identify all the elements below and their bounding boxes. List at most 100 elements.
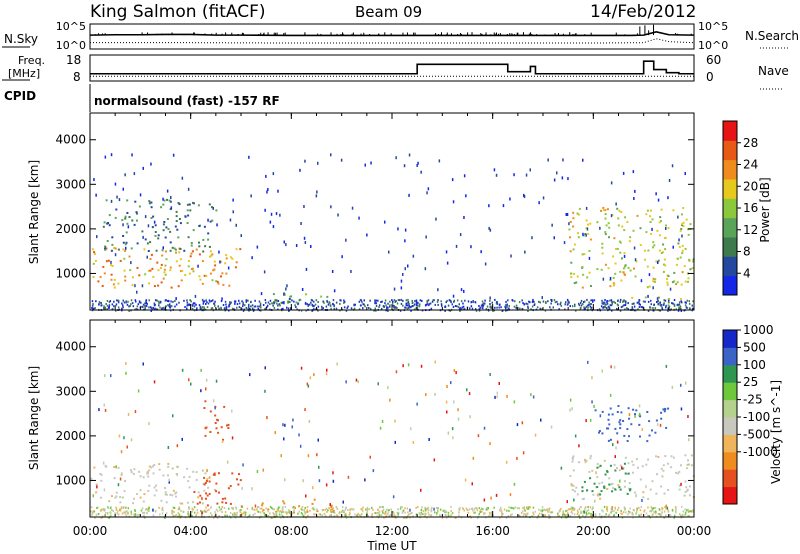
echo-cell bbox=[588, 301, 590, 304]
echo-cell bbox=[457, 408, 459, 412]
echo-cell bbox=[195, 515, 197, 518]
echo-cell bbox=[402, 304, 404, 307]
echo-cell bbox=[316, 308, 318, 311]
echo-cell bbox=[524, 509, 526, 512]
echo-cell bbox=[624, 508, 626, 511]
echo-cell bbox=[604, 299, 606, 301]
echo-cell bbox=[553, 178, 556, 182]
echo-cell bbox=[382, 510, 384, 513]
echo-cell bbox=[384, 510, 387, 513]
echo-cell bbox=[295, 301, 298, 304]
echo-cell bbox=[103, 307, 105, 310]
echo-cell bbox=[669, 514, 672, 517]
echo-cell bbox=[571, 456, 574, 459]
echo-cell bbox=[571, 489, 574, 491]
echo-cell bbox=[677, 309, 680, 312]
echo-cell bbox=[134, 284, 136, 288]
echo-cell bbox=[553, 299, 556, 302]
echo-cell bbox=[232, 210, 234, 214]
velocity-y-title: Slant Range [km] bbox=[27, 366, 41, 470]
echo-cell bbox=[645, 512, 648, 515]
echo-cell bbox=[251, 508, 254, 511]
echo-cell bbox=[605, 513, 607, 516]
date-label: 14/Feb/2012 bbox=[590, 2, 696, 22]
echo-cell bbox=[166, 189, 169, 193]
echo-cell bbox=[577, 213, 580, 216]
echo-cell bbox=[626, 440, 629, 442]
echo-cell bbox=[644, 509, 646, 512]
echo-cell bbox=[220, 275, 222, 278]
echo-cell bbox=[401, 511, 404, 514]
echo-cell bbox=[404, 228, 407, 232]
echo-cell bbox=[304, 302, 307, 305]
echo-cell bbox=[611, 413, 614, 416]
echo-cell bbox=[143, 248, 146, 251]
echo-cell bbox=[355, 514, 358, 517]
echo-cell bbox=[316, 515, 319, 518]
echo-cell bbox=[458, 511, 460, 514]
echo-cell bbox=[617, 224, 620, 227]
echo-cell bbox=[408, 193, 410, 197]
echo-cell bbox=[482, 303, 485, 306]
echo-cell bbox=[437, 303, 439, 306]
echo-cell bbox=[341, 255, 343, 259]
echo-cell bbox=[551, 511, 553, 514]
colorbar-swatch bbox=[723, 121, 737, 141]
echo-cell bbox=[104, 513, 106, 516]
echo-cell bbox=[370, 161, 372, 165]
echo-cell bbox=[430, 508, 433, 511]
echo-cell bbox=[236, 303, 239, 306]
echo-cell bbox=[339, 302, 341, 305]
echo-cell bbox=[150, 253, 153, 256]
echo-cell bbox=[662, 469, 665, 472]
echo-cell bbox=[257, 506, 260, 508]
echo-cell bbox=[638, 423, 641, 426]
echo-cell bbox=[624, 308, 626, 311]
echo-cell bbox=[173, 507, 176, 509]
echo-cell bbox=[161, 254, 164, 257]
echo-cell bbox=[420, 511, 423, 514]
echo-cell bbox=[590, 299, 592, 302]
echo-cell bbox=[148, 484, 151, 487]
echo-cell bbox=[623, 304, 625, 307]
echo-cell bbox=[484, 299, 486, 302]
echo-cell bbox=[402, 273, 404, 276]
echo-cell bbox=[221, 511, 223, 513]
echo-cell bbox=[226, 514, 228, 517]
echo-cell bbox=[521, 299, 523, 302]
echo-cell bbox=[113, 305, 115, 308]
echo-cell bbox=[690, 454, 693, 457]
echo-cell bbox=[645, 213, 648, 216]
echo-cell bbox=[652, 513, 654, 516]
echo-cell bbox=[181, 368, 184, 372]
echo-cell bbox=[607, 439, 610, 442]
echo-cell bbox=[122, 248, 125, 251]
freq-left-tick-top: 18 bbox=[66, 53, 81, 67]
echo-cell bbox=[575, 281, 578, 284]
echo-cell bbox=[571, 507, 573, 510]
echo-cell bbox=[488, 226, 490, 230]
echo-cell bbox=[247, 299, 249, 302]
echo-cell bbox=[609, 438, 612, 441]
echo-cell bbox=[439, 514, 441, 517]
echo-cell bbox=[609, 285, 612, 288]
echo-cell bbox=[565, 301, 567, 304]
echo-cell bbox=[92, 262, 95, 265]
echo-cell bbox=[361, 508, 363, 511]
echo-cell bbox=[665, 514, 667, 517]
echo-cell bbox=[288, 309, 290, 312]
echo-cell bbox=[638, 514, 640, 517]
echo-cell bbox=[306, 382, 309, 386]
echo-cell bbox=[642, 496, 645, 499]
echo-cell bbox=[330, 205, 332, 209]
echo-cell bbox=[504, 304, 507, 307]
echo-cell bbox=[599, 414, 602, 418]
echo-cell bbox=[663, 237, 666, 239]
echo-cell bbox=[266, 514, 268, 517]
echo-cell bbox=[103, 488, 106, 492]
echo-cell bbox=[167, 228, 170, 231]
echo-cell bbox=[524, 250, 526, 254]
echo-cell bbox=[133, 468, 136, 471]
echo-cell bbox=[150, 307, 153, 310]
echo-cell bbox=[210, 254, 213, 257]
